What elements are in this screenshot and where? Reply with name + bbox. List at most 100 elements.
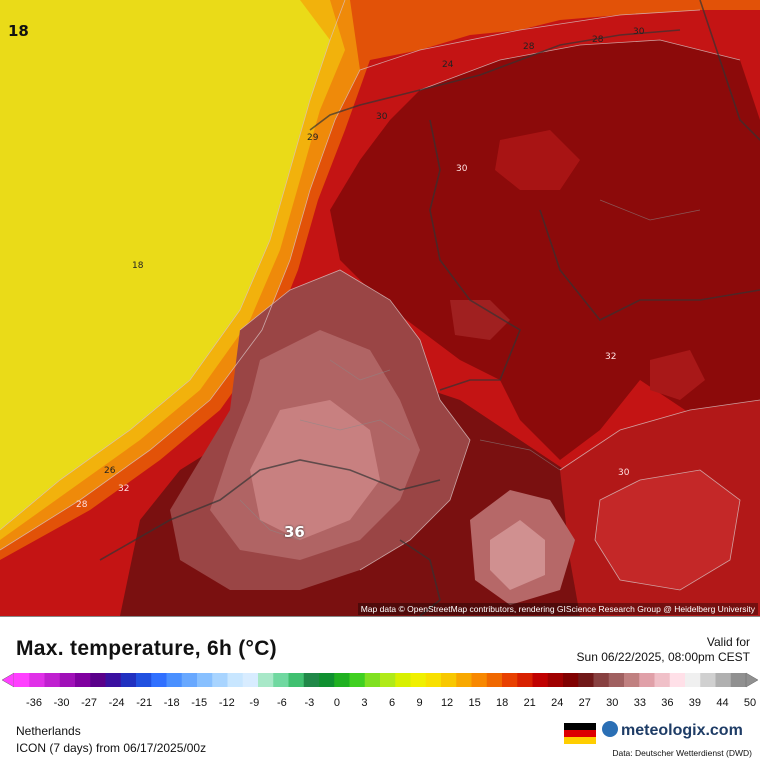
contour-label-29: 29 [307,133,319,143]
scale-tick-label: 12 [440,697,454,709]
brand-name: meteologix.com [621,722,743,739]
scale-tick-label: 30 [606,697,619,709]
scale-swatch [349,673,366,687]
scale-tick-label: 21 [523,697,536,709]
contour-label-28-c: 28 [76,500,88,510]
contour-label-18: 18 [132,261,144,271]
scale-tick-label: -24 [108,697,125,709]
scale-swatch [258,673,274,687]
scale-swatch [410,673,427,687]
scale-tick-label: -6 [276,697,287,709]
scale-tick-label: -30 [53,697,70,709]
contour-label-32-b: 32 [605,352,617,362]
contour-label-30-c: 30 [456,164,468,174]
scale-tick-label: 18 [496,697,509,709]
contour-label-18-corner: 18 [8,22,29,40]
brand-logo[interactable]: meteologix.com [602,721,743,740]
scale-swatch [685,673,701,687]
scale-swatch [425,673,442,687]
scale-tick-label: 36 [661,697,674,709]
map-attribution[interactable]: Map data © OpenStreetMap contributors, r… [357,603,758,615]
scale-tick-label: -9 [249,697,260,709]
scale-swatch [288,673,305,687]
scale-swatch [44,673,61,687]
contour-label-28-b: 28 [592,35,604,45]
contour-label-26: 26 [104,466,116,476]
contour-label-32-a: 32 [118,484,130,494]
scale-swatch [319,673,335,687]
scale-swatch [90,673,106,687]
scale-swatch [395,673,411,687]
contour-label-30-d: 30 [618,468,630,478]
scale-tick-label: -27 [81,697,98,709]
scale-tick-label: 0 [333,697,340,709]
scale-tick-label: 6 [388,697,396,709]
scale-swatch [59,673,76,687]
scale-tick-label: 15 [468,697,481,709]
valid-date: Sun 06/22/2025, 08:00pm CEST [576,650,750,664]
scale-swatch [624,673,640,687]
scale-swatch [578,673,594,687]
scale-swatch [639,673,655,687]
scale-swatch [502,673,518,687]
scale-swatch [120,673,137,687]
color-scale-bar [2,672,758,688]
scale-tick-label: 3 [361,697,368,709]
scale-swatch [486,673,503,687]
scale-swatch [593,673,610,687]
scale-tick-label: -36 [26,697,42,709]
scale-tick-label: -15 [191,697,208,709]
model-run: ICON (7 days) from 06/17/2025/00z [16,741,207,755]
scale-swatch [563,673,579,687]
scale-swatch [273,673,289,687]
germany-flag-icon [564,723,596,744]
scale-swatch [715,673,732,687]
scale-swatch [380,673,396,687]
scale-swatch [227,673,244,687]
scale-tick-label: -12 [218,697,235,709]
contour-label-30-a: 30 [633,27,645,37]
scale-swatch [441,673,457,687]
scale-left-arrow [2,672,15,688]
scale-swatch [181,673,198,687]
valid-for-label: Valid for [706,635,750,649]
scale-swatch [75,673,91,687]
contour-label-36: 36 [284,523,305,541]
data-credit: Data: Deutscher Wetterdienst (DWD) [612,748,752,758]
scale-swatch [730,673,747,687]
scale-swatch [608,673,625,687]
scale-swatch [334,673,350,687]
scale-tick-label: -3 [304,697,315,709]
scale-swatch [197,673,213,687]
meteologix-logo-icon [602,721,618,737]
scale-swatch [303,673,320,687]
scale-tick-label: 44 [716,697,729,709]
scale-tick-label: -21 [136,697,153,709]
scale-tick-label: 39 [688,697,702,709]
scale-swatch [654,673,671,687]
scale-swatch [547,673,564,687]
scale-tick-label: 27 [578,697,591,709]
scale-tick-label: 24 [551,697,564,709]
scale-swatch [105,673,122,687]
scale-swatch [364,673,381,687]
map-canvas [0,0,760,616]
scale-swatch [471,673,488,687]
scale-swatch [456,673,472,687]
color-scale-ticks: -36 -30 -27 -24 -21 -18 -15 -12 -9 -6 -3 0 3 6 9 12 15 18… [0,697,760,711]
scale-swatch [242,673,259,687]
scale-tick-label: 33 [633,697,646,709]
scale-swatch [669,673,686,687]
region-name: Netherlands [16,724,81,738]
scale-right-arrow [745,672,758,688]
scale-tick-label: 9 [416,697,423,709]
scale-tick-label: -18 [163,697,180,709]
legend-panel: Max. temperature, 6h (°C) Valid for Sun … [0,616,760,761]
scale-swatch [700,673,716,687]
map-title: Max. temperature, 6h (°C) [16,637,277,660]
temperature-map[interactable]: 18 18 24 28 28 30 30 29 26 32 30 32 28 3… [0,0,760,616]
contour-label-28-a: 28 [523,42,535,52]
scale-swatch [166,673,183,687]
scale-tick-label: 50 [743,697,757,709]
contour-label-30-b: 30 [376,112,388,122]
